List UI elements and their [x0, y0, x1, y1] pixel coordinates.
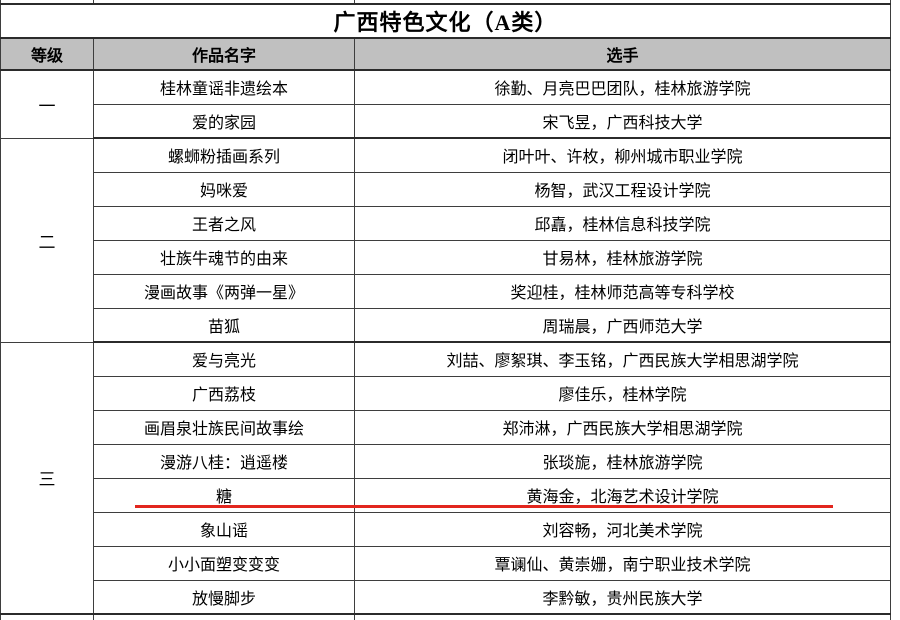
- work-cell: 苗狐: [93, 307, 355, 343]
- page-title: 广西特色文化（A类）: [0, 3, 891, 39]
- table-row: 漫游八桂：逍遥楼 张琰旎，桂林旅游学院: [1, 443, 891, 479]
- work-cell: 壮族牛魂节的由来: [93, 239, 355, 275]
- table-row: 象山谣 刘容畅，河北美术学院: [1, 511, 891, 547]
- clipped-row-below: [0, 613, 891, 620]
- work-cell: 广西荔枝: [93, 375, 355, 411]
- contestant-cell: 刘喆、廖絮琪、李玉铭，广西民族大学相思湖学院: [354, 341, 891, 377]
- work-cell: 画眉泉壮族民间故事绘: [93, 409, 355, 445]
- work-cell: 漫游八桂：逍遥楼: [93, 443, 355, 479]
- work-cell: 象山谣: [93, 511, 355, 547]
- contestant-cell: 廖佳乐，桂林学院: [354, 375, 891, 411]
- column-header-grade: 等级: [0, 37, 94, 71]
- grade-cell: 三: [0, 341, 94, 615]
- clipped-cell: [354, 0, 891, 5]
- header-row: 等级 作品名字 选手: [0, 37, 891, 71]
- table-row: 王者之风 邱嚞，桂林信息科技学院: [1, 205, 891, 241]
- work-cell: 王者之风: [93, 205, 355, 241]
- contestant-cell: 刘容畅，河北美术学院: [354, 511, 891, 547]
- column-header-work: 作品名字: [93, 37, 355, 71]
- contestant-cell: 徐勤、月亮巴巴团队，桂林旅游学院: [354, 69, 891, 105]
- work-cell: 螺蛳粉插画系列: [93, 137, 355, 173]
- clipped-cell: [93, 613, 355, 620]
- contestant-cell: 张琰旎，桂林旅游学院: [354, 443, 891, 479]
- table-row: 三爱与亮光 刘喆、廖絮琪、李玉铭，广西民族大学相思湖学院: [0, 341, 891, 615]
- red-underline-annotation: [135, 505, 833, 508]
- table-row: 小小面塑变变变 覃谰仙、黄崇姗，南宁职业技术学院: [1, 545, 891, 581]
- table-row: 壮族牛魂节的由来 甘易林，桂林旅游学院: [1, 239, 891, 275]
- contestant-cell: 杨智，武汉工程设计学院: [354, 171, 891, 207]
- table-row: 放慢脚步 李黔敏，贵州民族大学: [1, 579, 891, 615]
- contestant-cell: 甘易林，桂林旅游学院: [354, 239, 891, 275]
- work-cell: 爱的家园: [93, 103, 355, 139]
- clipped-cell: [354, 613, 891, 620]
- work-cell: 妈咪爱: [93, 171, 355, 207]
- clipped-cell: [0, 613, 94, 620]
- contestant-cell: 宋飞昱，广西科技大学: [354, 103, 891, 139]
- work-cell: 小小面塑变变变: [93, 545, 355, 581]
- grade-cell: 二: [0, 137, 94, 343]
- table-row: 广西荔枝 廖佳乐，桂林学院: [1, 375, 891, 411]
- table-row: 苗狐 周瑞晨，广西师范大学: [1, 307, 891, 343]
- column-header-contestant: 选手: [354, 37, 891, 71]
- work-cell: 放慢脚步: [93, 579, 355, 615]
- work-cell: 桂林童谣非遗绘本: [93, 69, 355, 105]
- table-row: 妈咪爱 杨智，武汉工程设计学院: [1, 171, 891, 207]
- contestant-cell: 奖迎桂，桂林师范高等专科学校: [354, 273, 891, 309]
- contestant-cell: 郑沛淋，广西民族大学相思湖学院: [354, 409, 891, 445]
- contestant-cell: 李黔敏，贵州民族大学: [354, 579, 891, 615]
- table-row: 漫画故事《两弹一星》 奖迎桂，桂林师范高等专科学校: [1, 273, 891, 309]
- contestant-cell: 邱嚞，桂林信息科技学院: [354, 205, 891, 241]
- title-row: 广西特色文化（A类）: [0, 3, 891, 39]
- table-row: 二螺蛳粉插画系列 闭叶叶、许枚，柳州城市职业学院: [0, 137, 891, 343]
- contestant-cell: 闭叶叶、许枚，柳州城市职业学院: [354, 137, 891, 173]
- grade-cell: 一: [0, 69, 94, 139]
- table-row: 爱的家园 宋飞昱，广西科技大学: [1, 103, 891, 139]
- table-row: 画眉泉壮族民间故事绘 郑沛淋，广西民族大学相思湖学院: [1, 409, 891, 445]
- contestant-cell: 覃谰仙、黄崇姗，南宁职业技术学院: [354, 545, 891, 581]
- clipped-row-above: [0, 0, 891, 5]
- work-cell: 漫画故事《两弹一星》: [93, 273, 355, 309]
- work-cell: 爱与亮光: [93, 341, 355, 377]
- table-row: 一桂林童谣非遗绘本 徐勤、月亮巴巴团队，桂林旅游学院: [0, 69, 891, 139]
- contestant-cell: 周瑞晨，广西师范大学: [354, 307, 891, 343]
